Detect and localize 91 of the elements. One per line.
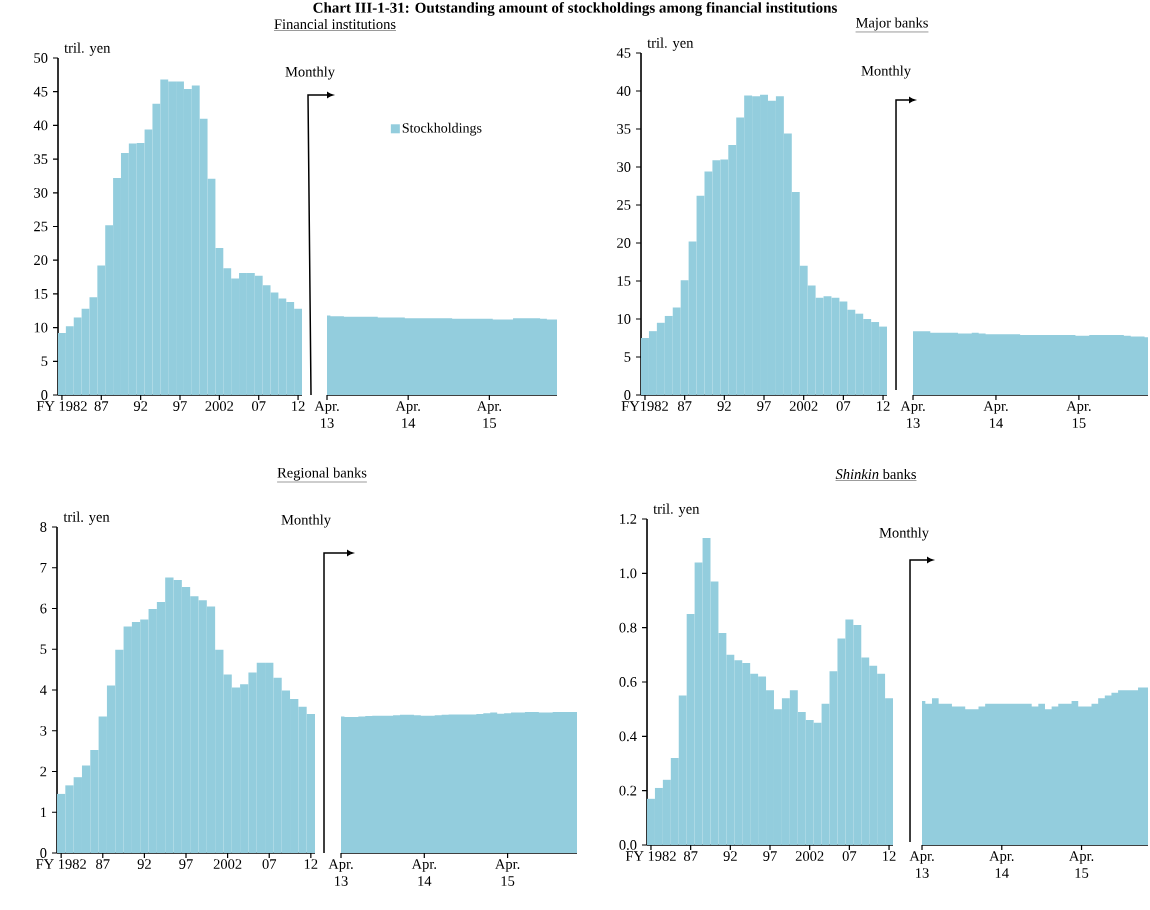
x-tick-label: Apr. 15 xyxy=(1066,401,1091,428)
x-tick-label: 07 xyxy=(262,859,277,869)
y-tick-label: 5 xyxy=(41,356,48,367)
x-tick-label: Apr. 13 xyxy=(314,401,339,428)
x-tick-label: Apr. 13 xyxy=(900,401,925,428)
annotation: Monthly xyxy=(281,514,331,528)
x-tick-label: 12 xyxy=(304,859,318,869)
x-tick-label: 87 xyxy=(96,859,110,869)
y-tick-label: 7 xyxy=(40,563,47,573)
x-tick-label: 07 xyxy=(252,401,266,411)
y-tick-label: 8 xyxy=(40,522,47,532)
y-tick-label: 10 xyxy=(617,314,631,324)
y-tick-label: 25 xyxy=(34,221,48,232)
y-tick-label: 6 xyxy=(40,603,47,614)
y-tick-label: 45 xyxy=(33,86,48,97)
y-axis-title: tril. yen xyxy=(647,37,694,51)
y-tick-label: 10 xyxy=(34,322,48,333)
chart-subtitle: Shinkin banks xyxy=(835,468,916,480)
y-tick-label: 0.2 xyxy=(619,785,637,796)
x-tick-label: Apr. 13 xyxy=(328,859,353,886)
x-tick-label: 12 xyxy=(292,401,305,411)
y-tick-label: 4 xyxy=(40,685,47,695)
annotation: Monthly xyxy=(879,527,929,541)
y-tick-label: 20 xyxy=(617,238,631,248)
x-tick-label: 12 xyxy=(877,401,890,411)
x-tick-label: Apr. 15 xyxy=(476,401,502,428)
y-axis-title: tril. yen xyxy=(63,511,110,525)
legend-label: Stockholdings xyxy=(402,122,482,136)
x-tick-label: 92 xyxy=(137,859,151,869)
y-tick-label: 0 xyxy=(624,390,631,400)
y-tick-label: 0.4 xyxy=(619,731,637,742)
x-tick-label: 92 xyxy=(717,401,731,411)
x-tick-label: FY1982 xyxy=(621,401,668,411)
y-tick-label: 25 xyxy=(617,200,631,210)
annotation: Monthly xyxy=(285,66,335,80)
y-tick-label: 15 xyxy=(617,276,631,286)
x-tick-label: FY 1982 xyxy=(36,859,86,869)
x-tick-label: Apr. 14 xyxy=(989,851,1014,878)
y-tick-label: 0.6 xyxy=(619,677,637,687)
y-tick-label: 35 xyxy=(34,154,48,164)
chart-subtitle: Major banks xyxy=(855,17,928,31)
y-tick-label: 15 xyxy=(34,289,48,299)
y-axis-title: tril. yen xyxy=(653,503,700,517)
x-tick-label: 92 xyxy=(133,401,148,411)
x-tick-label: Apr. 15 xyxy=(495,859,520,886)
x-tick-label: FY 1982 xyxy=(625,851,676,861)
x-tick-label: 2002 xyxy=(213,859,242,869)
x-tick-label: Apr. 13 xyxy=(909,851,934,878)
y-tick-label: 1.2 xyxy=(620,514,637,524)
y-tick-label: 30 xyxy=(617,162,631,172)
annotation: Monthly xyxy=(861,65,911,79)
y-tick-label: 5 xyxy=(40,644,47,655)
x-tick-label: 87 xyxy=(677,401,692,411)
x-tick-label: 87 xyxy=(683,851,698,861)
y-tick-label: 35 xyxy=(617,124,631,134)
chart-subtitle: Regional banks xyxy=(277,467,367,481)
y-tick-label: 0.0 xyxy=(619,840,637,850)
y-tick-label: 40 xyxy=(616,86,631,96)
x-tick-label: Apr. 14 xyxy=(395,401,420,428)
x-tick-label: Apr. 14 xyxy=(411,859,437,886)
y-tick-label: 50 xyxy=(34,53,48,63)
x-tick-label: Apr. 15 xyxy=(1069,851,1094,878)
y-tick-label: 45 xyxy=(616,48,631,58)
y-tick-label: 3 xyxy=(40,725,47,736)
x-tick-label: 07 xyxy=(842,851,857,861)
x-tick-label: 97 xyxy=(757,401,771,411)
x-tick-label: 12 xyxy=(883,851,896,861)
y-tick-label: 1 xyxy=(40,807,47,818)
y-tick-label: 30 xyxy=(34,187,48,198)
text: Chart III-1-31: Outstanding amount of stockholdings among financial institutions xyxy=(313,2,837,16)
x-tick-label: 97 xyxy=(173,401,187,411)
x-tick-label: 2002 xyxy=(789,401,818,411)
y-tick-label: 20 xyxy=(34,255,48,266)
y-tick-label: 40 xyxy=(33,120,48,131)
y-tick-label: 5 xyxy=(624,352,631,362)
x-tick-label: 92 xyxy=(723,851,737,861)
x-tick-label: Apr. 14 xyxy=(983,401,1008,428)
y-tick-label: 1.0 xyxy=(620,568,637,579)
text: Financial institutions xyxy=(274,18,396,30)
y-axis-title: tril. yen xyxy=(64,42,111,56)
x-tick-label: 97 xyxy=(763,851,777,861)
x-tick-label: 2002 xyxy=(795,851,824,861)
x-tick-label: 07 xyxy=(836,401,851,411)
y-tick-label: 0 xyxy=(41,390,48,400)
y-tick-label: 0 xyxy=(40,848,47,858)
x-tick-label: 97 xyxy=(179,859,193,869)
x-tick-label: FY 1982 xyxy=(36,401,87,411)
y-tick-label: 2 xyxy=(40,766,47,777)
x-tick-label: 87 xyxy=(94,401,109,411)
y-tick-label: 0.8 xyxy=(619,622,637,633)
x-tick-label: 2002 xyxy=(205,401,234,411)
